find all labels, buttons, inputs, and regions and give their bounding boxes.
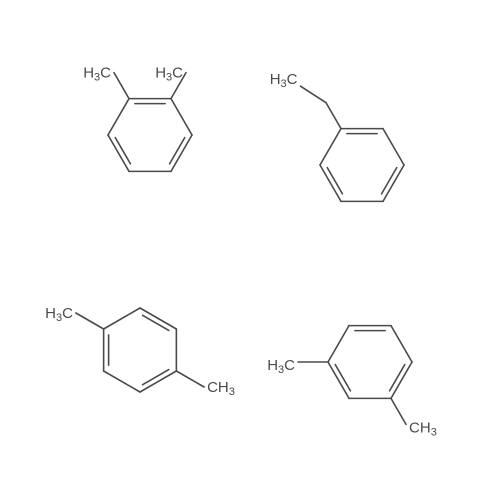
svg-text:H3C: H3C <box>155 65 183 84</box>
svg-text:CH3: CH3 <box>207 379 235 398</box>
ethylbenzene: H3C <box>270 71 341 128</box>
svg-text:H3C: H3C <box>270 71 298 90</box>
ortho-xylene: H3C H3C <box>83 65 186 99</box>
svg-text:H3C: H3C <box>83 65 111 84</box>
svg-text:H3C: H3C <box>267 357 295 376</box>
svg-text:CH3: CH3 <box>409 419 437 438</box>
para-xylene: H3C CH3 <box>45 305 235 398</box>
svg-text:H3C: H3C <box>45 305 73 324</box>
molecule-diagram: H3C H3C H3C H3C CH3 H3C CH3 <box>0 0 500 500</box>
